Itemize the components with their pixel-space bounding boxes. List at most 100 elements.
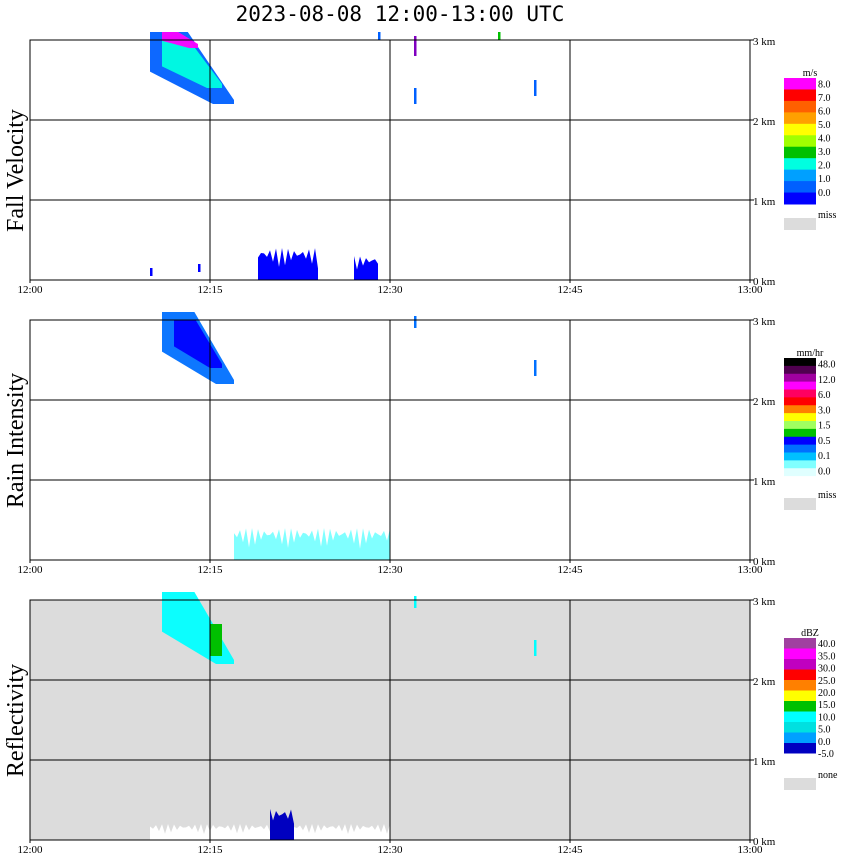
fall-velocity-legend-label: 7.0 [818,93,831,104]
reflectivity-legend-swatch [784,638,816,649]
reflectivity-legend-swatch [784,701,816,712]
rain-intensity-legend-swatch [784,476,816,485]
rain-intensity-xtick-label: 12:15 [197,564,223,576]
rain-intensity-legend-label: 0.1 [818,451,831,462]
reflectivity-ytick-label: 1 km [753,756,776,768]
rain-intensity-echo-4 [234,528,390,560]
reflectivity-legend-label: 15.0 [818,700,836,711]
reflectivity-legend-label: 35.0 [818,651,836,662]
rain-intensity-legend-label: 12.0 [818,375,836,386]
rain-intensity-legend-miss-label: miss [818,490,836,501]
fall-velocity-echo-1 [162,40,222,88]
fall-velocity-legend: m/s8.0 7.0 6.0 5.0 4.0 3.0 2.0 1.0 0.0 miss [784,68,836,230]
fall-velocity-legend-label: 4.0 [818,134,831,145]
fall-velocity-legend-swatch [784,135,816,148]
reflectivity-legend-label: 10.0 [818,712,836,723]
reflectivity-legend-label: 20.0 [818,688,836,699]
fall-velocity-echo-5 [414,88,417,104]
rain-intensity-legend-swatch [784,358,816,367]
fall-velocity-legend-swatch [784,112,816,125]
fall-velocity-xtick-label: 12:45 [557,284,583,296]
rain-intensity-xtick-label: 12:00 [17,564,43,576]
fall-velocity-legend-miss-swatch [784,218,816,230]
reflectivity-ytick-label: 3 km [753,596,776,608]
rain-intensity-legend-swatch [784,444,816,453]
reflectivity-echo-1 [210,624,222,656]
rain-intensity-ytick-label: 1 km [753,476,776,488]
fall-velocity-legend-swatch [784,123,816,136]
chart-title: 2023-08-08 12:00-13:00 UTC [235,2,565,26]
reflectivity-echo-3 [534,640,537,656]
rain-intensity-legend-label: 1.5 [818,421,831,432]
rain-intensity-legend-swatch [784,397,816,406]
reflectivity-legend-swatch [784,722,816,733]
fall-velocity-legend-label: 3.0 [818,147,831,158]
rain-intensity-legend-label: 48.0 [818,360,836,371]
fall-velocity-legend-swatch [784,158,816,171]
reflectivity-legend-swatch [784,690,816,702]
rain-intensity-xtick-label: 13:00 [737,564,763,576]
rain-intensity-legend-swatch [784,452,816,461]
fall-velocity-echo-3 [378,32,381,40]
fall-velocity-legend-miss-label: miss [818,210,836,221]
fall-velocity-legend-label: 2.0 [818,161,831,172]
fall-velocity-xtick-label: 12:00 [17,284,43,296]
reflectivity-ytick-label: 2 km [753,676,776,688]
rain-intensity-ytick-label: 3 km [753,316,776,328]
fall-velocity-legend-swatch [784,192,816,205]
rain-intensity-legend-swatch [784,468,816,477]
reflectivity-legend-label: 5.0 [818,725,831,736]
reflectivity-xtick-label: 12:00 [17,844,43,856]
reflectivity-echo-2 [414,596,417,608]
rain-intensity-xtick-label: 12:45 [557,564,583,576]
rain-intensity-legend-label: 0.5 [818,436,831,447]
fall-velocity-echo-6 [498,32,501,40]
reflectivity-legend-swatch [784,659,816,670]
fall-velocity-legend-swatch [784,89,816,102]
reflectivity-legend-label: -5.0 [818,749,834,760]
reflectivity-legend-swatch [784,648,816,660]
reflectivity-legend-swatch [784,743,816,754]
reflectivity-xtick-label: 12:45 [557,844,583,856]
fall-velocity-legend-label: 5.0 [818,120,831,131]
reflectivity-ytick-label: 0 km [753,836,776,848]
reflectivity-legend-swatch [784,732,816,744]
rain-intensity-legend-swatch [784,436,816,446]
reflectivity-legend-label: 30.0 [818,664,836,675]
rain-intensity-legend-swatch [784,373,816,383]
rain-intensity-echo-2 [414,316,417,328]
fall-velocity-legend-label: 1.0 [818,174,831,185]
fall-velocity-legend-swatch [784,181,816,194]
rain-intensity-legend-swatch [784,413,816,422]
fall-velocity-legend-swatch [784,100,816,113]
fall-velocity-ytick-label: 2 km [753,116,776,128]
fall-velocity-echo-11 [354,256,378,280]
fall-velocity-legend-unit: m/s [803,68,818,79]
fall-velocity-legend-swatch [784,146,816,159]
reflectivity-legend-swatch [784,680,816,691]
rain-intensity-panel: 12:00 12:15 12:30 12:45 13:000 km 1 km 2 km 3 k… [17,312,836,576]
rain-intensity-legend-label: 0.0 [818,466,831,477]
rain-intensity-legend-swatch [784,389,816,398]
reflectivity-echo-5 [270,808,294,840]
fall-velocity-legend-label: 8.0 [818,79,831,90]
rain-intensity-echo-3 [534,360,537,376]
fall-velocity-echo-7 [534,80,537,96]
rain-intensity-xtick-label: 12:30 [377,564,403,576]
rain-intensity-legend-label: 3.0 [818,405,831,416]
rain-intensity-ytick-label: 2 km [753,396,776,408]
reflectivity-xtick-label: 13:00 [737,844,763,856]
fall-velocity-legend-label: 6.0 [818,106,831,117]
reflectivity-panel: 12:00 12:15 12:30 12:45 13:000 km 1 km 2 km 3 k… [17,592,838,856]
fall-velocity-ytick-label: 0 km [753,276,776,288]
rain-intensity-legend-swatch [784,405,816,414]
reflectivity-xtick-label: 12:30 [377,844,403,856]
reflectivity-legend-swatch [784,753,816,765]
reflectivity-legend-swatch [784,711,816,723]
rain-intensity-legend-swatch [784,421,816,430]
rain-intensity-legend-swatch [784,428,816,438]
fall-velocity-echoes [150,32,537,280]
fall-velocity-echo-9 [198,264,201,272]
